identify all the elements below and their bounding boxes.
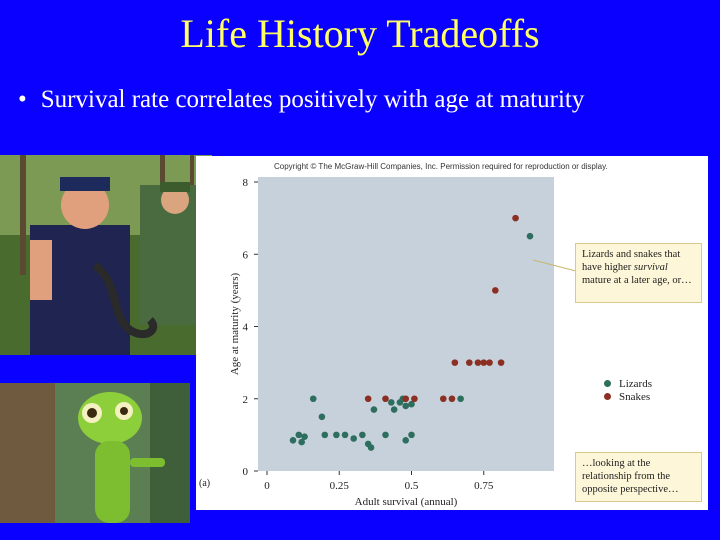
callout-top-emphasis: survival	[633, 262, 668, 273]
legend-swatch-snakes	[604, 393, 611, 400]
data-point-snakes	[512, 214, 519, 222]
data-point-snakes	[486, 359, 493, 366]
data-point-lizards	[457, 395, 464, 403]
data-point-lizards	[309, 395, 317, 403]
data-point-snakes	[439, 395, 447, 403]
data-point-lizards	[402, 402, 410, 410]
copyright-notice: Copyright © The McGraw-Hill Companies, I…	[274, 162, 608, 171]
data-point-lizards	[318, 413, 326, 421]
data-point-snakes	[474, 359, 482, 366]
scatter-chart: Adult survival (annual) Age at maturity …	[199, 177, 577, 508]
legend-label-lizards: Lizards	[619, 377, 652, 390]
callout-top-text-2: mature at a later age, or…	[582, 275, 692, 286]
data-point-snakes	[480, 359, 488, 366]
panel-label: (a)	[199, 478, 210, 489]
y-tick-label: 0	[243, 466, 249, 478]
legend-label-snakes: Snakes	[619, 390, 651, 403]
data-point-snakes	[492, 287, 499, 294]
y-tick-label: 6	[243, 249, 249, 261]
chart-legend: Lizards Snakes	[604, 377, 652, 403]
bullet-text: Survival rate correlates positively with…	[40, 86, 585, 113]
y-tick-label: 2	[243, 394, 249, 406]
bullet-dot: •	[18, 86, 27, 113]
bullet-point: • Survival rate correlates positively wit…	[18, 86, 584, 114]
callout-pointer	[532, 259, 577, 272]
callout-top-text-1: Lizards and snakes that have higher	[582, 249, 681, 273]
data-point-snakes	[451, 359, 459, 366]
data-point-lizards	[289, 436, 297, 444]
data-point-lizards	[408, 400, 415, 408]
x-tick-label: 0	[264, 480, 270, 492]
y-axis-label: Age at maturity (years)	[229, 273, 241, 376]
x-tick-label: 0.75	[474, 480, 494, 492]
data-point-lizards	[402, 436, 410, 444]
photo-man-holding-snake	[0, 155, 212, 355]
data-point-lizards	[321, 431, 329, 439]
plot-area	[258, 177, 554, 471]
data-point-lizards	[350, 435, 357, 442]
data-point-lizards	[382, 431, 389, 439]
data-point-lizards	[408, 431, 415, 439]
textbook-figure: Adult survival (annual) Age at maturity …	[196, 156, 708, 510]
data-point-lizards	[370, 406, 378, 413]
data-point-lizards	[387, 399, 395, 406]
x-tick-label: 0.5	[405, 480, 419, 492]
y-tick-label: 4	[243, 322, 249, 334]
data-point-lizards	[301, 433, 308, 440]
data-point-lizards	[333, 431, 340, 439]
data-point-lizards	[295, 431, 303, 439]
callout-top: Lizards and snakes that have higher surv…	[575, 243, 702, 303]
photo-gecko	[0, 383, 190, 523]
legend-item-lizards: Lizards	[604, 377, 652, 390]
data-point-lizards	[359, 431, 366, 439]
legend-swatch-lizards	[604, 380, 611, 387]
x-axis-label: Adult survival (annual)	[355, 496, 458, 508]
data-point-snakes	[448, 395, 456, 403]
y-tick-label: 8	[243, 177, 249, 189]
data-point-lizards	[390, 406, 398, 413]
data-point-snakes	[364, 395, 372, 403]
data-point-lizards	[341, 431, 349, 439]
slide-title: Life History Tradeoffs	[180, 11, 540, 56]
legend-item-snakes: Snakes	[604, 390, 652, 403]
data-point-snakes	[402, 395, 410, 403]
data-point-snakes	[411, 395, 418, 403]
data-point-lizards	[367, 444, 375, 451]
data-point-lizards	[526, 232, 534, 240]
data-point-snakes	[466, 359, 473, 366]
data-point-snakes	[382, 395, 389, 403]
data-point-lizards	[298, 438, 305, 446]
x-tick-label: 0.25	[330, 480, 350, 492]
data-point-snakes	[497, 359, 505, 366]
callout-bottom: …looking at the relationship from the op…	[575, 452, 702, 502]
